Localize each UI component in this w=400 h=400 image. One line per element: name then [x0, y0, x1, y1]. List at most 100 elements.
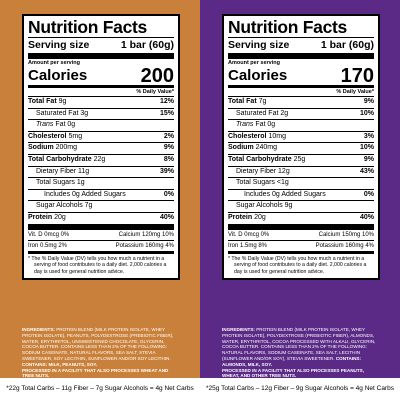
nutrient-label: Total Fat 7g — [228, 97, 266, 108]
vitamin-row: Iron 0.5mg 2% Potassium 160mg 4% — [28, 239, 174, 251]
divider — [28, 85, 174, 88]
nutrient-name: Includes 0g Added Sugars — [44, 190, 126, 198]
nutrient-name: Cholesterol — [28, 132, 67, 140]
nutrient-amount: 200mg — [55, 144, 78, 152]
nutrient-name: Sugar Alcohols — [36, 202, 83, 210]
nutrient-daily-value: 10% — [359, 144, 374, 152]
nutrient-row: Cholesterol 5mg 2% — [28, 130, 174, 143]
nutrient-label: Total Fat 9g — [28, 97, 66, 108]
divider — [28, 250, 174, 254]
nutrient-amount: <1g — [276, 179, 289, 187]
nutrient-name: Total Fat — [228, 98, 257, 105]
daily-value-header: % Daily Value* — [336, 89, 374, 95]
serving-size-row: Serving size 1 bar (60g) — [228, 38, 374, 53]
divider — [228, 37, 374, 38]
vitamin-right: Calcium 150mg 10% — [318, 231, 374, 238]
amount-per-serving: Amount per serving — [228, 60, 280, 66]
vitamin-right: Potassium 160mg 4% — [115, 242, 174, 249]
vitamin-left: Iron 0.5mg 2% — [28, 242, 68, 249]
vitamin-left: Vit. D 0mcg 0% — [28, 231, 70, 238]
nutrient-daily-value: 39% — [159, 167, 174, 175]
nutrient-daily-value: 0% — [363, 190, 374, 198]
vitamin-left: Vit. D 0mcg 0% — [228, 231, 270, 238]
nutrient-label: Protein 20g — [228, 213, 266, 224]
nutrient-label: Sodium 200mg — [28, 143, 77, 154]
net-carbs-footer: *22g Total Carbs – 11g Fiber – 7g Sugar … — [0, 378, 400, 400]
nutrient-daily-value: 12% — [159, 98, 174, 105]
nutrient-daily-value: 15% — [159, 109, 174, 117]
nutrient-name: Total Sugars — [36, 179, 75, 187]
divider — [28, 37, 174, 38]
divider — [228, 53, 374, 59]
calories-label: Calories — [28, 67, 88, 84]
nutrient-amount: 240mg — [255, 144, 278, 152]
nutrient-name: Cholesterol — [228, 132, 267, 140]
nutrient-amount: 22g — [93, 155, 106, 163]
nutrient-label: Dietary Fiber 11g — [28, 167, 89, 178]
nutrient-amount: 12g — [278, 167, 290, 175]
nutrient-amount: 1g — [76, 179, 85, 187]
daily-value-footnote: * The % Daily Value (DV) tells you how m… — [28, 255, 167, 275]
nutrient-row: Includes 0g Added Sugars 0% — [228, 188, 374, 201]
nutrient-name: Protein — [28, 213, 53, 221]
daily-value-header: % Daily Value* — [136, 89, 174, 95]
contains-label: CONTAINS: — [22, 361, 48, 367]
amount-per-serving: Amount per serving — [28, 60, 80, 66]
nutrient-daily-value: 40% — [359, 213, 374, 221]
nutrient-name: Total Fat — [28, 98, 57, 105]
nutrient-name: Sugar Alcohols — [236, 202, 283, 210]
nutrient-row: Total Fat 9g 12% — [28, 96, 174, 108]
contains-list: MILK, PEANUTS, SOY. — [48, 361, 98, 367]
nutrient-row: Total Sugars 1g — [28, 177, 174, 189]
ingredients-list: PROTEIN BLEND (MILK PROTEIN ISOLATE, WHE… — [22, 327, 174, 361]
nutrient-row: Dietary Fiber 11g 39% — [28, 165, 174, 178]
nutrient-label: Includes 0g Added Sugars — [28, 190, 126, 201]
nutrient-name: Sodium — [28, 144, 54, 152]
nutrient-label: Cholesterol 10mg — [228, 132, 286, 143]
nutrient-row: Sodium 200mg 9% — [28, 142, 174, 154]
net-carbs-note: *22g Total Carbs – 11g Fiber – 7g Sugar … — [6, 385, 194, 392]
vitamin-left: Iron 1.5mg 8% — [228, 242, 268, 249]
nutrient-row: Includes 0g Added Sugars 0% — [28, 188, 174, 201]
nutrient-row: Total Sugars <1g — [228, 177, 374, 189]
nutrient-row: Sugar Alcohols 7g — [28, 200, 174, 212]
nutrition-facts-panel: Nutrition Facts Serving size 1 bar (60g) Am… — [222, 14, 380, 281]
nutrient-label: Saturated Fat 2g — [228, 109, 288, 120]
nutrient-amount: 9g — [284, 202, 293, 210]
nutrient-label: Total Sugars <1g — [228, 178, 289, 189]
nutrient-name: Total Carbohydrate — [228, 155, 292, 163]
nutrient-amount: 7g — [258, 98, 267, 105]
contains-label: CONTAINS: — [335, 355, 362, 361]
nutrient-row: Total Carbohydrate 25g 9% — [228, 153, 374, 166]
vitamin-row: Vit. D 0mcg 0% Calcium 120mg 10% — [28, 230, 174, 240]
nutrient-row: Saturated Fat 3g 15% — [28, 107, 174, 120]
nutrient-daily-value: 40% — [159, 213, 174, 221]
nutrient-label: Trans Fat 0g — [228, 120, 275, 131]
right-label-section: Nutrition Facts Serving size 1 bar (60g) Am… — [200, 0, 400, 400]
nutrient-label: Sugar Alcohols 9g — [228, 201, 292, 212]
nutrient-name: Protein — [228, 213, 253, 221]
ingredients-label: INGREDIENTS: — [22, 327, 55, 332]
nutrient-label: Total Carbohydrate 22g — [28, 155, 105, 166]
nutrient-label: Total Carbohydrate 25g — [228, 155, 305, 166]
nutrient-amount: Fat 0g — [55, 121, 76, 129]
serving-size-value: 1 bar (60g) — [320, 39, 374, 51]
serving-size-value: 1 bar (60g) — [120, 39, 174, 51]
serving-size-label: Serving size — [28, 39, 90, 51]
facility-warning: PROCESSED IN A FACILITY THAT ALSO PROCES… — [22, 367, 169, 379]
nutrient-daily-value: 9% — [363, 98, 374, 105]
nutrient-name: Trans — [236, 121, 254, 129]
nutrient-daily-value: 3% — [363, 132, 374, 140]
nutrient-daily-value: 43% — [359, 167, 374, 175]
nutrient-name: Trans — [36, 121, 54, 129]
nutrient-row: Sugar Alcohols 9g — [228, 200, 374, 212]
nutrient-amount: 3g — [80, 109, 89, 117]
nutrient-daily-value: 8% — [163, 155, 174, 163]
nutrient-name: Sodium — [228, 144, 254, 152]
vitamin-right: Calcium 120mg 10% — [118, 231, 174, 238]
calories-value: 170 — [340, 65, 374, 87]
nutrient-daily-value: 0% — [163, 190, 174, 198]
nutrient-row: Trans Fat 0g — [28, 119, 174, 131]
ingredients-text: INGREDIENTS: PROTEIN BLEND (MILK PROTEIN… — [222, 327, 380, 368]
nutrient-amount: 7g — [84, 202, 93, 210]
